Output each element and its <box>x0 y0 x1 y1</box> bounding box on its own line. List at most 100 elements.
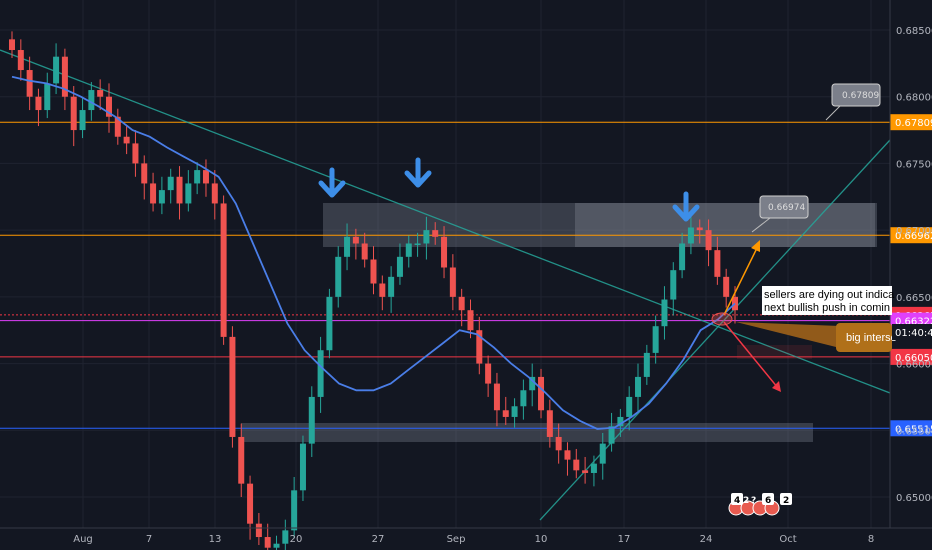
candle-body <box>582 470 589 473</box>
candle-body <box>53 56 60 84</box>
events-badge[interactable]: 4 2 ? 6 2 <box>728 493 792 516</box>
candle-body <box>573 459 580 471</box>
candle-body <box>97 90 104 97</box>
candle-body <box>458 296 465 311</box>
y-tick-label: 0.65000 <box>896 493 932 504</box>
events-badge-count-1 <box>731 493 743 505</box>
zone-3 <box>241 423 813 442</box>
price-callout-1[interactable]: 0.67809 <box>825 83 881 121</box>
candle-body <box>17 50 24 71</box>
candle-body <box>352 236 359 244</box>
down-arrow-icon <box>318 167 346 198</box>
candle-body <box>194 170 201 184</box>
candle-body <box>167 176 174 191</box>
candle-body <box>643 352 650 377</box>
level-price-tag <box>890 227 932 244</box>
annotation-box-text: big interse <box>846 332 897 344</box>
candle-body <box>635 376 642 397</box>
candle-body <box>344 236 351 257</box>
candle-body <box>679 243 686 271</box>
bearish-projection-arrow <box>723 321 779 389</box>
candle-body <box>661 299 668 327</box>
candle-body <box>132 143 139 164</box>
candle-body <box>599 443 606 464</box>
annotation-box-pointer <box>736 322 840 348</box>
candle-body <box>696 227 703 231</box>
candles <box>9 31 738 550</box>
price-callout-2-label: 0.66974 <box>768 203 805 213</box>
annotation-drawings <box>318 157 812 392</box>
candle-body <box>590 463 597 473</box>
x-tick-label: 10 <box>535 534 548 545</box>
intersection-marker <box>711 312 733 326</box>
x-tick-label: 24 <box>700 534 713 545</box>
events-badge-count-4-text: 6 <box>765 496 771 506</box>
candle-body <box>9 39 15 51</box>
candle-body <box>396 256 403 277</box>
candle-body <box>105 96 112 117</box>
candle-body <box>414 243 421 245</box>
candle-body <box>476 330 483 364</box>
bullish-projection-arrow <box>723 245 759 316</box>
level-price-label: 0.66962 <box>895 231 932 242</box>
candle-body <box>44 83 51 111</box>
candle-body <box>687 227 694 244</box>
candle-body <box>308 396 315 444</box>
candle-body <box>361 243 368 260</box>
price-callout-1-label: 0.67809 <box>842 91 879 101</box>
candle-body <box>617 416 624 427</box>
candle-body <box>88 90 95 111</box>
candle-body <box>564 450 571 460</box>
level-price-label: 0.66322 <box>895 317 932 328</box>
candle-body <box>158 190 165 204</box>
candle-body <box>485 363 492 384</box>
x-tick-label: Oct <box>779 534 796 545</box>
candle-body <box>61 56 68 97</box>
candle-body <box>493 383 500 411</box>
candle-body <box>273 543 280 548</box>
candle-body <box>379 283 386 297</box>
candle-body <box>264 537 271 548</box>
candle-body <box>229 336 236 437</box>
events-badge-count-5-text: 2 <box>783 496 789 506</box>
candle-body <box>255 523 262 538</box>
moving-average-line <box>11 75 736 430</box>
candle-body <box>405 243 412 257</box>
x-tick-label: 13 <box>209 534 222 545</box>
candle-body <box>247 483 254 524</box>
down-arrow-icon <box>672 191 700 222</box>
candle-body <box>26 70 33 97</box>
candle-body <box>123 136 130 144</box>
events-badge-count-1-text: 4 <box>734 496 740 506</box>
time-axis: Aug 7 13 20 27 Sep 10 17 24 Oct 8 <box>0 527 932 545</box>
level-price-label: 0.65515 <box>895 424 932 435</box>
price-callout-2[interactable]: 0.66974 <box>751 195 809 233</box>
candle-body <box>202 170 209 184</box>
candle-body <box>511 406 518 417</box>
x-tick-label: 17 <box>618 534 631 545</box>
candle-body <box>546 410 553 437</box>
candle-body <box>555 436 562 451</box>
trend-lines <box>0 49 891 521</box>
x-tick-label: Sep <box>447 534 466 545</box>
annotation-box[interactable] <box>836 323 892 352</box>
candle-body <box>70 96 77 131</box>
candle-body <box>432 230 439 237</box>
candle-body <box>449 267 456 297</box>
candle-body <box>723 276 730 297</box>
candle-body <box>299 443 306 491</box>
candle-body <box>35 96 42 111</box>
candle-body <box>220 203 227 337</box>
candle-body <box>652 326 659 353</box>
annotation-note-bg[interactable] <box>762 286 892 315</box>
level-price-label: 0.67809 <box>895 118 932 129</box>
candle-body <box>211 183 218 204</box>
x-tick-label: 8 <box>868 534 874 545</box>
